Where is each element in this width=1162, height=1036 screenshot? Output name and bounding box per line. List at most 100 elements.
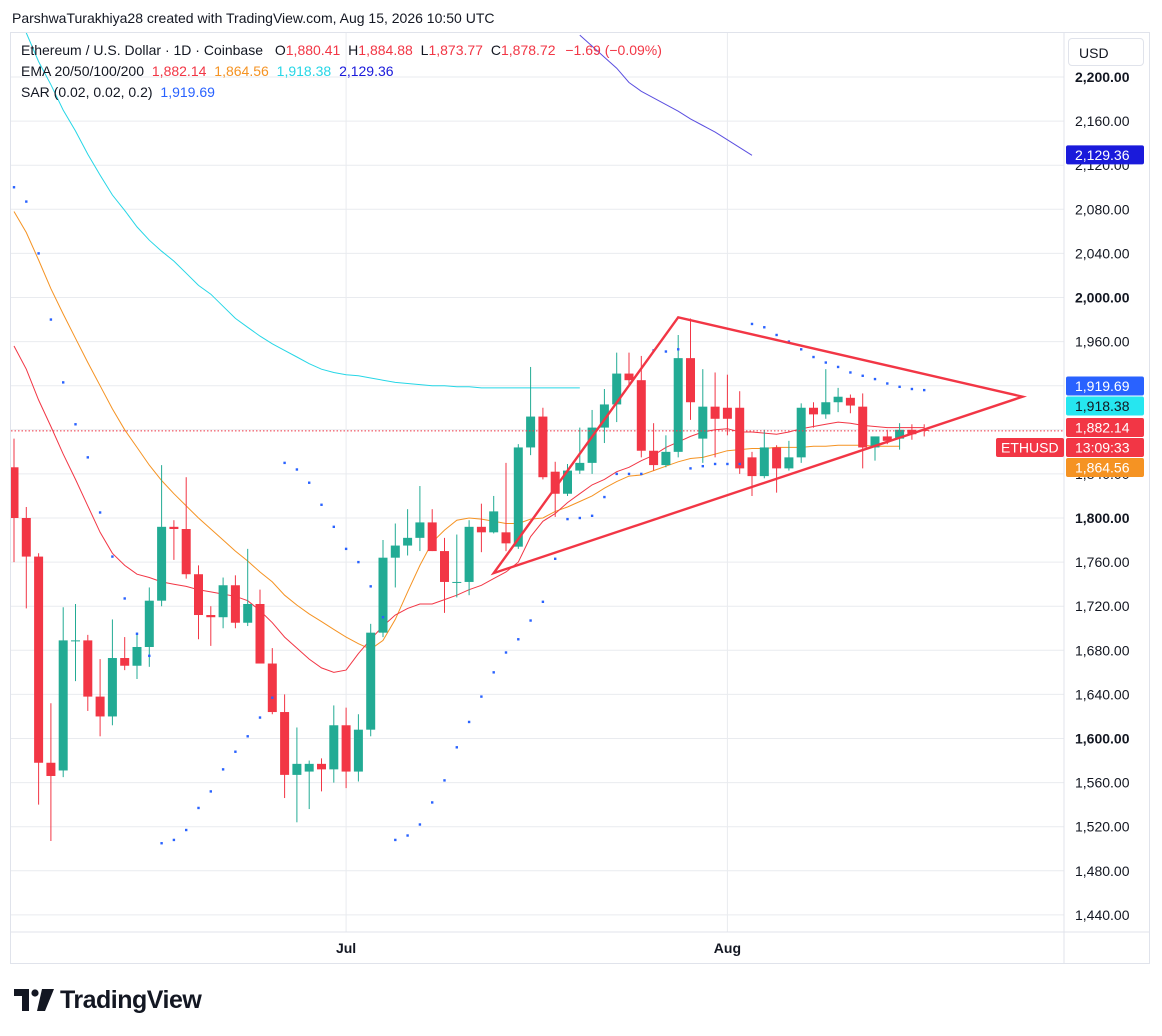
price-label-bg: [1066, 417, 1144, 437]
price-label-bg: [1066, 145, 1144, 165]
candle-body: [329, 725, 339, 770]
candle-body: [833, 396, 843, 403]
triangle-drawing-layer: [490, 315, 1028, 576]
sar-dot: [418, 823, 422, 826]
candle-body: [107, 658, 117, 717]
sar-dot: [49, 318, 53, 321]
price-label-text: 2,129.36: [1075, 147, 1130, 163]
candle-body: [95, 696, 105, 717]
sar-dot: [664, 350, 668, 353]
candle-body: [907, 429, 917, 435]
candle-body: [427, 522, 437, 552]
price-label-bg: [1066, 437, 1144, 457]
sar-dot: [467, 720, 471, 724]
price-tick-label: 1,720.00: [1075, 598, 1130, 614]
candle-body: [144, 600, 154, 647]
candle-body: [575, 462, 585, 471]
candle-body: [747, 457, 757, 477]
ema100-line: [25, 33, 580, 389]
candle-body: [489, 511, 499, 533]
sar-dot: [406, 834, 409, 837]
time-tick-label: Aug: [714, 940, 741, 956]
candle-body: [710, 406, 720, 419]
sar-dot: [271, 696, 274, 699]
sar-dot: [886, 382, 889, 385]
sar-dot: [701, 464, 704, 468]
legend-ema-label[interactable]: EMA 20/50/100/200: [21, 63, 144, 79]
tradingview-logo[interactable]: TradingView: [14, 986, 202, 1014]
sar-dot: [480, 695, 483, 698]
candle-body: [870, 436, 880, 448]
legend-sar-label[interactable]: SAR (0.02, 0.02, 0.2): [21, 84, 153, 100]
candle-body: [649, 450, 659, 466]
sar-dot: [172, 838, 176, 842]
sar-dot: [135, 632, 139, 635]
candle-body: [526, 416, 536, 448]
legend-ohlc-row: Ethereum / U.S. Dollar · 1D · Coinbase O…: [21, 40, 662, 60]
candle-body: [11, 467, 19, 518]
sar-dot: [923, 388, 926, 392]
legend-change: −1.69 (−0.09%): [565, 42, 662, 58]
sar-dot: [455, 746, 458, 749]
price-label-bg: [1066, 457, 1144, 477]
sar-dot: [615, 472, 618, 476]
sar-dot: [86, 456, 89, 459]
sar-dot: [185, 828, 188, 832]
sar-dot: [800, 348, 803, 351]
price-tick-label: 2,200.00: [1075, 69, 1130, 85]
candle-body: [280, 712, 290, 775]
legend-low-label: L: [420, 42, 429, 58]
candle-body: [636, 380, 646, 451]
candle-body: [440, 551, 449, 582]
sar-dot: [234, 750, 237, 753]
price-tick-label: 2,040.00: [1075, 245, 1130, 261]
sar-dot: [246, 735, 249, 738]
sar-dot: [713, 462, 717, 466]
sar-dot: [25, 200, 28, 203]
candle-body: [169, 526, 179, 530]
candle-body: [513, 447, 523, 547]
sar-dot: [566, 517, 569, 521]
sar-dot: [726, 462, 729, 466]
price-tick-label: 2,080.00: [1075, 201, 1130, 217]
sar-dot: [492, 671, 495, 674]
candle-body: [845, 397, 855, 406]
legend-ema-row: EMA 20/50/100/200 1,882.14 1,864.56 1,91…: [21, 61, 394, 81]
candle-body: [563, 470, 572, 494]
candle-body: [722, 407, 732, 419]
candle-body: [735, 407, 745, 469]
sar-dot: [849, 371, 852, 374]
tradingview-logo-icon: [14, 989, 54, 1011]
price-tick-label: 2,160.00: [1075, 113, 1130, 129]
candle-body: [58, 640, 68, 771]
sar-dot: [381, 616, 385, 619]
sar-dot: [209, 790, 212, 793]
legend-close-label: C: [490, 42, 501, 58]
sar-dot: [357, 560, 360, 564]
sar-dot: [369, 585, 372, 588]
price-tick-label: 1,680.00: [1075, 642, 1130, 658]
currency-button[interactable]: USD: [1068, 38, 1144, 66]
candle-body: [809, 407, 818, 415]
legend-high-label: H: [348, 42, 359, 58]
price-tick-label: 1,480.00: [1075, 863, 1130, 879]
indicator-price-label: 2,129.36: [1066, 145, 1144, 165]
candles-layer: [11, 318, 929, 842]
candle-body: [403, 537, 413, 546]
candle-body: [673, 358, 683, 452]
price-tick-label: 1,520.00: [1075, 819, 1130, 835]
legend-ema100-value: 1,918.38: [276, 63, 332, 79]
legend-symbol[interactable]: Ethereum / U.S. Dollar · 1D · Coinbase: [21, 42, 263, 58]
legend-ema20-value: 1,882.14: [151, 63, 207, 79]
indicator-price-label: 1,864.56: [1066, 457, 1144, 477]
candle-body: [452, 581, 462, 583]
candle-body: [120, 658, 130, 666]
candle-body: [415, 522, 425, 538]
sar-dot: [308, 481, 311, 484]
chart-frame: [10, 32, 1150, 964]
price-label-text: 1,918.38: [1075, 398, 1130, 414]
legend-low-value: 1,873.77: [428, 42, 483, 58]
sar-dot: [111, 555, 114, 558]
candle-body: [71, 640, 80, 642]
